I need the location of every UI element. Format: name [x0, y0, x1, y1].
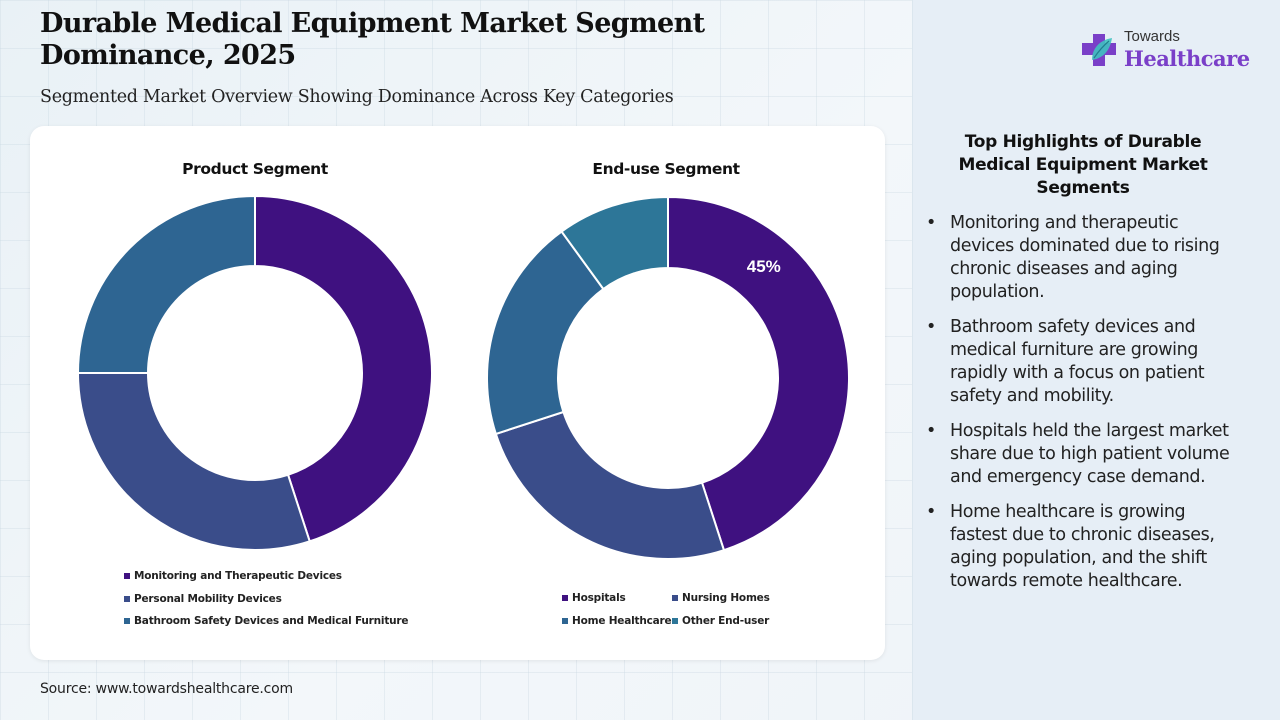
source-note: Source: www.towardshealthcare.com	[40, 681, 293, 697]
logo-main-text: Healthcare	[1124, 46, 1250, 71]
donut-slice-personal-mobility-devices	[76, 372, 311, 551]
page-subtitle: Segmented Market Overview Showing Domina…	[40, 87, 674, 107]
donut-slice-nursing-homes	[494, 410, 726, 560]
donut-slice-monitoring-and-therapeutic-devices	[254, 194, 433, 543]
legend-label: Other End-user	[682, 614, 770, 627]
product-chart-title: Product Segment	[182, 160, 328, 178]
highlight-item: • Hospitals held the largest market share…	[924, 420, 1244, 489]
legend-label: Hospitals	[572, 592, 626, 604]
highlight-item: • Bathroom safety devices and medical fur…	[924, 316, 1244, 408]
donut-slice-hospitals	[667, 195, 850, 552]
legend-item: Hospitals	[562, 592, 626, 604]
highlights-panel	[912, 0, 1280, 720]
legend-swatch	[562, 595, 568, 601]
highlight-text: Hospitals held the largest market share …	[950, 421, 1230, 487]
highlights-list: • Monitoring and therapeutic devices domi…	[924, 212, 1244, 605]
legend-item: Monitoring and Therapeutic Devices	[124, 570, 342, 582]
legend-item: Personal Mobility Devices	[124, 593, 282, 605]
bullet-icon: •	[926, 421, 936, 441]
donut-slice-other-end-user	[560, 195, 669, 291]
page-title: Durable Medical Equipment Market Segment…	[40, 8, 705, 71]
data-label: 45%	[747, 257, 781, 276]
donut-slice-bathroom-safety-devices-and-medical-furniture	[76, 194, 256, 374]
legend-swatch	[672, 595, 678, 601]
highlight-item: • Home healthcare is growing fastest due …	[924, 501, 1244, 593]
legend-label: Monitoring and Therapeutic Devices	[134, 570, 342, 582]
bullet-icon: •	[926, 213, 936, 233]
legend-label: Bathroom Safety Devices and Medical Furn…	[134, 615, 409, 627]
legend-swatch	[124, 618, 130, 624]
legend-item: Nursing Homes	[672, 592, 770, 604]
donut-slice-home-healthcare	[486, 230, 605, 436]
legend-label: Personal Mobility Devices	[134, 592, 282, 605]
highlight-text: Home healthcare is growing fastest due t…	[950, 502, 1215, 591]
legend-label: Nursing Homes	[682, 592, 770, 604]
bullet-icon: •	[926, 502, 936, 522]
highlights-title: Top Highlights of Durable Medical Equipm…	[958, 132, 1208, 198]
highlight-text: Bathroom safety devices and medical furn…	[950, 317, 1205, 406]
logo-top-text: Towards	[1124, 28, 1180, 45]
medical-cross-leaf-icon	[1082, 34, 1116, 66]
legend-item: Home Healthcare	[562, 614, 672, 627]
legend-label: Home Healthcare	[572, 614, 672, 627]
legend-swatch	[124, 595, 130, 602]
enduse-chart-title: End-use Segment	[592, 160, 740, 178]
legend-swatch	[562, 617, 568, 624]
legend-swatch	[124, 573, 130, 579]
legend-item: Bathroom Safety Devices and Medical Furn…	[124, 615, 409, 627]
legend-swatch	[672, 617, 678, 624]
legend-item: Other End-user	[672, 615, 769, 627]
brand-logo: Towards Healthcare	[1080, 28, 1260, 78]
bullet-icon: •	[926, 317, 936, 337]
highlight-text: Monitoring and therapeutic devices domin…	[950, 213, 1220, 302]
highlight-item: • Monitoring and therapeutic devices domi…	[924, 212, 1244, 304]
